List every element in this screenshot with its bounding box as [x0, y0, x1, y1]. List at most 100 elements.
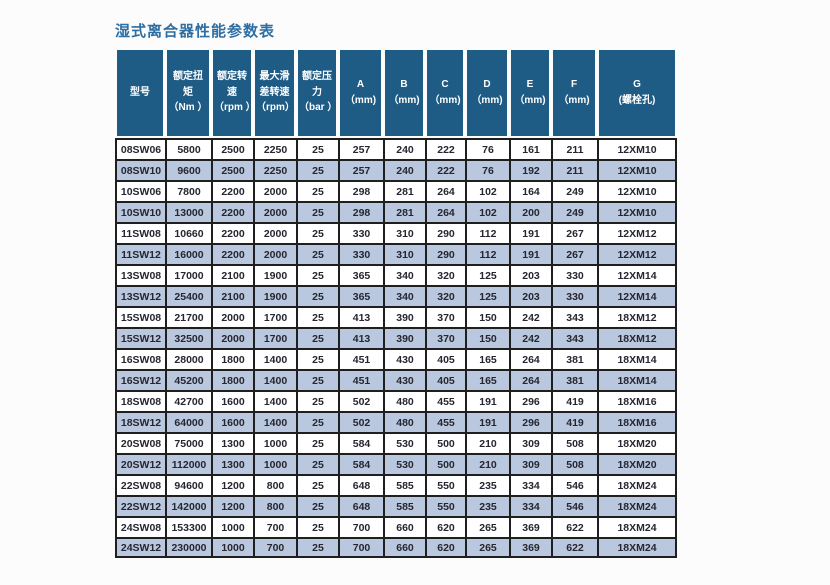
table-cell: 584 [338, 453, 383, 474]
table-cell: 1900 [253, 264, 296, 285]
table-cell: 25 [296, 201, 338, 222]
table-cell: 1000 [253, 453, 296, 474]
header-label: G [633, 79, 641, 90]
table-cell: 76 [465, 159, 509, 180]
table-cell: 508 [551, 453, 597, 474]
table-cell: 508 [551, 432, 597, 453]
page-title: 湿式离合器性能参数表 [115, 23, 276, 40]
header-label: （mm) [558, 94, 590, 106]
table-cell: 12XM10 [597, 180, 677, 201]
table-cell: 125 [465, 285, 509, 306]
table-cell: 1000 [253, 432, 296, 453]
table-cell: 42700 [165, 390, 211, 411]
table-cell: 25 [296, 243, 338, 264]
header-label: 速 [227, 86, 237, 98]
header-label: C [441, 79, 449, 90]
table-cell: 200 [509, 201, 551, 222]
model-cell: 08SW10 [115, 159, 165, 180]
table-cell: 296 [509, 411, 551, 432]
header-label: 额定扭 [173, 71, 203, 83]
table-cell: 25 [296, 537, 338, 558]
table-cell: 18XM24 [597, 474, 677, 495]
header-cell: F （mm) [551, 48, 597, 138]
table-cell: 267 [551, 243, 597, 264]
table-cell: 192 [509, 159, 551, 180]
table-cell: 18XM24 [597, 495, 677, 516]
table-cell: 584 [338, 432, 383, 453]
header-label: （mm) [429, 94, 461, 106]
table-cell: 142000 [165, 495, 211, 516]
table-cell: 64000 [165, 411, 211, 432]
model-cell: 18SW08 [115, 390, 165, 411]
table-cell: 334 [509, 474, 551, 495]
table-cell: 369 [509, 516, 551, 537]
table-cell: 75000 [165, 432, 211, 453]
header-cell: C （mm) [425, 48, 465, 138]
table-cell: 112 [465, 222, 509, 243]
table-cell: 94600 [165, 474, 211, 495]
header-label: F [570, 79, 578, 90]
table-cell: 102 [465, 180, 509, 201]
table-row: 15SW08 21700 2000 1700 25 413 390 370 150 242 343 1… [115, 306, 677, 327]
table-cell: 309 [509, 453, 551, 474]
table-cell: 502 [338, 411, 383, 432]
table-cell: 150 [465, 327, 509, 348]
table-cell: 419 [551, 390, 597, 411]
table-cell: 18XM24 [597, 516, 677, 537]
table-cell: 310 [383, 243, 425, 264]
table-cell: 264 [425, 201, 465, 222]
model-cell: 11SW08 [115, 222, 165, 243]
table-cell: 430 [383, 369, 425, 390]
table-cell: 25 [296, 495, 338, 516]
table-cell: 265 [465, 516, 509, 537]
table-row: 18SW12 64000 1600 1400 25 502 480 455 191 296 419 1… [115, 411, 677, 432]
table-cell: 343 [551, 306, 597, 327]
table-cell: 1600 [211, 390, 253, 411]
table-cell: 330 [338, 243, 383, 264]
table-row: 16SW12 45200 1800 1400 25 451 430 405 165 264 381 1… [115, 369, 677, 390]
model-cell: 13SW08 [115, 264, 165, 285]
model-cell: 10SW10 [115, 201, 165, 222]
table-row: 08SW06 5800 2500 2250 25 257 240 222 76 161 211 12X… [115, 138, 677, 159]
table-cell: 16000 [165, 243, 211, 264]
table-cell: 1700 [253, 327, 296, 348]
table-row: 13SW12 25400 2100 1900 25 365 340 320 125 203 330 1… [115, 285, 677, 306]
table-cell: 1200 [211, 495, 253, 516]
table-cell: 265 [465, 537, 509, 558]
table-cell: 480 [383, 390, 425, 411]
table-cell: 17000 [165, 264, 211, 285]
spec-table: 型号 额定扭矩 （Nm ） 额定转速 （rpm ） 最大滑 差转速 （rpm） 额定压力 （bar… [115, 48, 677, 558]
table-cell: 2250 [253, 138, 296, 159]
table-cell: 1200 [211, 474, 253, 495]
table-cell: 296 [509, 390, 551, 411]
table-body: 08SW06 5800 2500 2250 25 257 240 222 76 161 211 12X… [115, 138, 677, 558]
header-label: 额定压 [302, 71, 332, 83]
table-row: 08SW10 9600 2500 2250 25 257 240 222 76 192 211 12X… [115, 159, 677, 180]
table-row: 24SW08 153300 1000 700 25 700 660 620 265 369 622 1… [115, 516, 677, 537]
table-cell: 10660 [165, 222, 211, 243]
model-cell: 22SW12 [115, 495, 165, 516]
table-cell: 546 [551, 495, 597, 516]
table-cell: 2000 [253, 201, 296, 222]
table-cell: 2000 [253, 243, 296, 264]
table-row: 13SW08 17000 2100 1900 25 365 340 320 125 203 330 1… [115, 264, 677, 285]
table-cell: 343 [551, 327, 597, 348]
table-cell: 112 [465, 243, 509, 264]
table-cell: 365 [338, 264, 383, 285]
header-label: 最大滑 [259, 71, 290, 83]
table-cell: 18XM20 [597, 453, 677, 474]
table-cell: 2200 [211, 243, 253, 264]
model-cell: 24SW12 [115, 537, 165, 558]
header-cell: 额定扭矩 （Nm ） [165, 48, 211, 138]
table-cell: 648 [338, 495, 383, 516]
table-cell: 500 [425, 453, 465, 474]
table-cell: 240 [383, 138, 425, 159]
table-row: 24SW12 230000 1000 700 25 700 660 620 265 369 622 1… [115, 537, 677, 558]
header-label: （mm) [471, 94, 503, 106]
table-cell: 264 [425, 180, 465, 201]
table-cell: 25 [296, 348, 338, 369]
header-label: E [526, 79, 534, 90]
table-cell: 2100 [211, 285, 253, 306]
table-cell: 264 [509, 369, 551, 390]
header-label: D [483, 79, 491, 90]
